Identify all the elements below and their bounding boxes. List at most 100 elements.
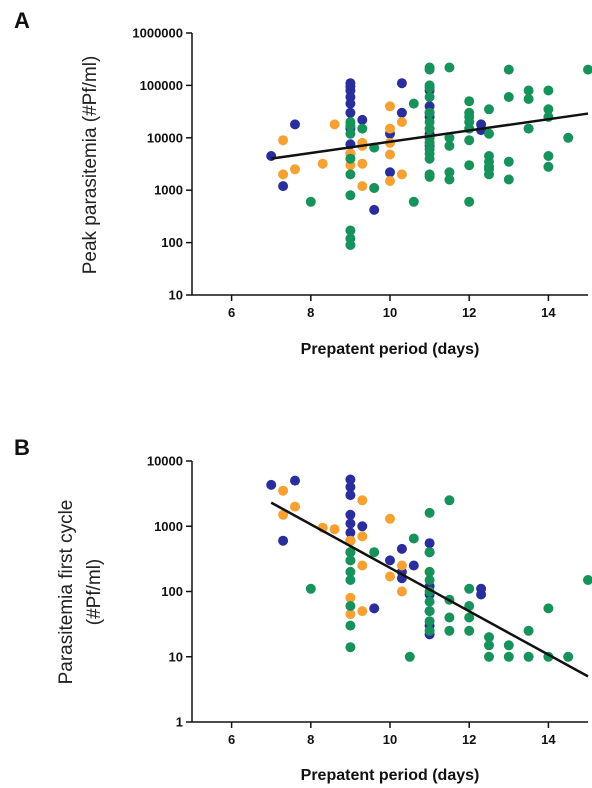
data-point-orange bbox=[290, 164, 300, 175]
data-point-orange bbox=[278, 485, 289, 496]
data-point-green bbox=[484, 632, 494, 643]
y-axis-title: Peak parasitemia (#Pf/ml) bbox=[80, 56, 101, 275]
data-point-blue bbox=[278, 535, 289, 546]
x-tick-label: 14 bbox=[541, 732, 556, 747]
data-point-green bbox=[345, 601, 356, 611]
data-point-green bbox=[503, 156, 514, 167]
data-point-green bbox=[424, 596, 435, 607]
x-tick-label: 8 bbox=[307, 305, 314, 320]
data-point-green bbox=[543, 603, 554, 614]
data-point-green bbox=[424, 123, 435, 134]
y-tick-label: 10000 bbox=[147, 454, 183, 469]
data-point-green bbox=[464, 625, 475, 636]
data-point-green bbox=[563, 132, 574, 143]
data-point-green bbox=[345, 240, 356, 250]
data-point-green bbox=[523, 123, 534, 134]
y-tick-label: 1000 bbox=[154, 519, 183, 534]
data-points bbox=[266, 62, 592, 250]
data-point-green bbox=[424, 92, 435, 102]
data-point-orange bbox=[385, 149, 395, 160]
data-point-green bbox=[503, 651, 514, 662]
y-tick-label: 10000 bbox=[147, 130, 183, 145]
data-point-green bbox=[444, 495, 455, 506]
data-point-green bbox=[484, 651, 494, 662]
data-point-orange bbox=[357, 495, 368, 506]
data-point-green bbox=[464, 160, 475, 171]
data-point-orange bbox=[396, 586, 407, 597]
data-point-green bbox=[444, 140, 455, 151]
data-point-blue bbox=[345, 98, 356, 109]
data-point-blue bbox=[266, 151, 277, 161]
data-point-blue bbox=[290, 475, 300, 486]
data-point-green bbox=[369, 547, 380, 558]
data-point-green bbox=[345, 620, 356, 631]
data-point-green bbox=[503, 640, 514, 651]
y-tick-label: 1000 bbox=[154, 183, 183, 198]
data-point-green bbox=[345, 190, 356, 201]
data-point-orange bbox=[385, 571, 395, 582]
data-point-green bbox=[464, 612, 475, 623]
data-point-blue bbox=[345, 474, 356, 485]
data-point-green bbox=[424, 153, 435, 164]
x-tick-label: 12 bbox=[462, 305, 476, 320]
data-point-green bbox=[424, 625, 435, 636]
y-tick-label: 10 bbox=[169, 649, 183, 664]
x-tick-label: 12 bbox=[462, 732, 476, 747]
data-point-green bbox=[345, 566, 356, 577]
data-point-blue bbox=[278, 181, 289, 192]
data-point-green bbox=[345, 120, 356, 131]
data-point-blue bbox=[345, 527, 356, 538]
data-point-green bbox=[523, 625, 534, 636]
panel-letter: A bbox=[14, 8, 30, 33]
y-tick-label: 100 bbox=[161, 584, 183, 599]
data-point-green bbox=[345, 555, 356, 566]
data-point-green bbox=[523, 94, 534, 104]
data-point-orange bbox=[357, 181, 368, 192]
data-point-blue bbox=[345, 490, 356, 501]
data-point-green bbox=[404, 651, 415, 662]
data-point-green bbox=[345, 225, 356, 236]
data-point-green bbox=[408, 533, 419, 544]
data-point-blue bbox=[345, 107, 356, 118]
data-point-orange bbox=[345, 535, 356, 546]
data-points bbox=[266, 474, 592, 662]
data-point-green bbox=[424, 507, 435, 518]
data-point-green bbox=[543, 161, 554, 172]
data-point-blue bbox=[385, 555, 395, 566]
data-point-green bbox=[484, 104, 494, 115]
data-point-green bbox=[305, 583, 316, 594]
data-point-green bbox=[444, 132, 455, 143]
regression-line bbox=[270, 501, 589, 678]
data-point-green bbox=[484, 169, 494, 180]
data-point-orange bbox=[345, 609, 356, 620]
data-point-green bbox=[444, 62, 455, 73]
data-point-green bbox=[543, 104, 554, 115]
y-tick-label: 1000000 bbox=[132, 26, 183, 41]
data-point-green bbox=[583, 64, 592, 75]
y-tick-label: 10 bbox=[169, 288, 183, 303]
data-point-orange bbox=[396, 560, 407, 571]
data-point-orange bbox=[396, 117, 407, 127]
panel-a: A 10 100 1000 10000 100000 1000000 6 8 10 12 14 Prep… bbox=[14, 8, 592, 358]
y-tick-label: 100 bbox=[161, 235, 183, 250]
data-point-green bbox=[563, 651, 574, 662]
data-point-green bbox=[408, 196, 419, 207]
data-point-blue bbox=[357, 521, 368, 532]
data-point-orange bbox=[345, 592, 356, 603]
data-point-blue bbox=[357, 114, 368, 125]
data-point-blue bbox=[345, 509, 356, 520]
x-tick-label: 8 bbox=[307, 732, 314, 747]
data-point-orange bbox=[385, 176, 395, 186]
data-point-green bbox=[503, 64, 514, 75]
y-tick-label: 100000 bbox=[140, 78, 183, 93]
x-tick-label: 6 bbox=[228, 732, 235, 747]
data-point-orange bbox=[385, 513, 395, 524]
data-point-green bbox=[345, 169, 356, 180]
x-axis-title: Prepatent period (days) bbox=[301, 341, 480, 358]
data-point-orange bbox=[317, 158, 328, 169]
data-point-orange bbox=[357, 531, 368, 542]
data-point-green bbox=[484, 128, 494, 139]
data-point-green bbox=[305, 196, 316, 207]
data-point-green bbox=[345, 128, 356, 139]
